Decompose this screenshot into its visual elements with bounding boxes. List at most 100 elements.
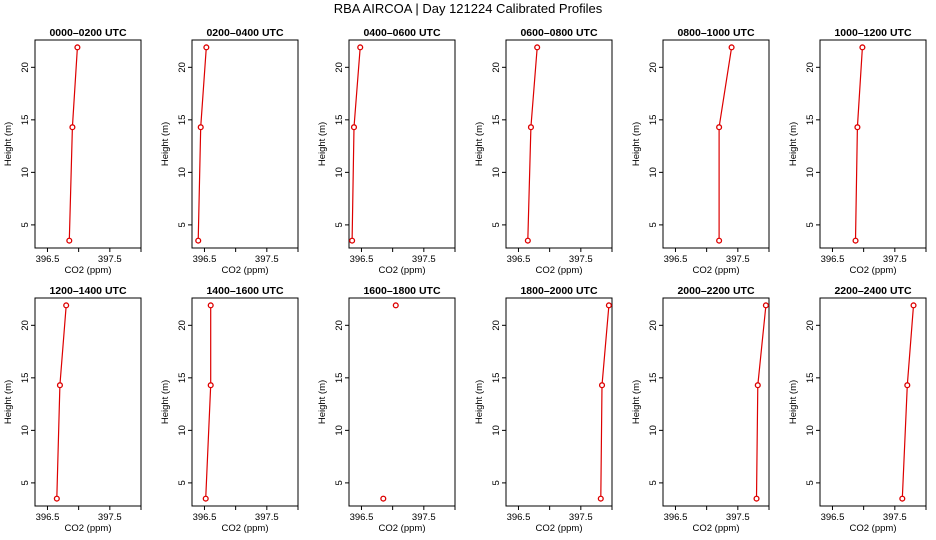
x-axis-label: CO2 (ppm) <box>536 523 583 534</box>
x-axis-label: CO2 (ppm) <box>379 523 426 534</box>
y-tick-label: 15 <box>805 373 816 384</box>
x-tick-label: 397.5 <box>569 512 593 523</box>
x-axis-label: CO2 (ppm) <box>693 523 740 534</box>
data-point <box>349 237 356 244</box>
y-tick-label: 20 <box>805 320 816 331</box>
panel-2: 0400–0600 UTC 396.5 397.5 5 10 15 20 CO2 (ppm) H… <box>317 27 456 276</box>
panel-title: 1400–1600 UTC <box>206 285 283 297</box>
y-tick-label: 10 <box>648 167 659 178</box>
profile-line <box>205 305 212 499</box>
y-tick-label: 10 <box>177 167 188 178</box>
y-tick-label: 10 <box>334 167 345 178</box>
y-tick-label: 10 <box>334 425 345 436</box>
x-tick-label: 396.5 <box>36 254 60 265</box>
plot-frame <box>34 297 142 507</box>
y-tick-label: 10 <box>805 167 816 178</box>
x-tick-label: 397.5 <box>412 512 436 523</box>
y-tick-label: 15 <box>20 115 31 126</box>
y-tick-label: 15 <box>177 115 188 126</box>
y-tick-label: 5 <box>334 222 345 227</box>
data-point <box>195 237 202 244</box>
panel-7: 1400–1600 UTC 396.5 397.5 5 10 15 20 CO2 (ppm) H… <box>160 285 299 534</box>
y-tick-label: 20 <box>334 320 345 331</box>
panel-title: 0800–1000 UTC <box>677 27 754 39</box>
panels-grid: 0000–0200 UTC 396.5 397.5 5 10 15 20 CO2 (ppm) H… <box>3 27 927 534</box>
data-point <box>534 44 541 51</box>
data-point <box>852 237 859 244</box>
x-axis-label: CO2 (ppm) <box>222 523 269 534</box>
plot-frame <box>662 39 770 249</box>
y-tick-label: 15 <box>491 115 502 126</box>
data-point <box>910 302 917 309</box>
x-tick-label: 396.5 <box>350 254 374 265</box>
y-axis-label: Height (m) <box>631 122 642 166</box>
y-tick-label: 15 <box>491 373 502 384</box>
data-point <box>728 44 735 51</box>
y-tick-label: 5 <box>805 480 816 485</box>
y-axis-label: Height (m) <box>3 122 14 166</box>
panel-title: 0600–0800 UTC <box>520 27 597 39</box>
y-tick-label: 15 <box>334 115 345 126</box>
profile-line <box>68 47 78 241</box>
x-tick-label: 396.5 <box>507 512 531 523</box>
y-tick-label: 15 <box>334 373 345 384</box>
y-tick-label: 15 <box>648 373 659 384</box>
data-point <box>69 124 76 131</box>
data-point <box>203 44 210 51</box>
data-point <box>904 382 911 389</box>
x-tick-label: 396.5 <box>507 254 531 265</box>
y-tick-label: 20 <box>648 62 659 73</box>
plot-frame <box>505 39 613 249</box>
panel-11: 2200–2400 UTC 396.5 397.5 5 10 15 20 CO2 (ppm) H… <box>788 285 927 534</box>
plot-frame <box>191 297 299 507</box>
panel-title: 1800–2000 UTC <box>520 285 597 297</box>
y-tick-label: 10 <box>20 167 31 178</box>
panel-3: 0600–0800 UTC 396.5 397.5 5 10 15 20 CO2 (ppm) H… <box>474 27 613 276</box>
profile-line <box>600 305 610 499</box>
x-tick-label: 397.5 <box>412 254 436 265</box>
data-point <box>207 302 214 309</box>
figure-title: RBA AIRCOA | Day 121224 Calibrated Profi… <box>334 1 603 16</box>
x-tick-label: 396.5 <box>350 512 374 523</box>
y-tick-label: 20 <box>177 320 188 331</box>
x-tick-label: 396.5 <box>821 254 845 265</box>
panel-title: 0200–0400 UTC <box>206 27 283 39</box>
plot-frame <box>348 39 456 249</box>
data-point <box>854 124 861 131</box>
data-point <box>53 495 60 502</box>
y-axis-label: Height (m) <box>160 122 171 166</box>
plot-frame <box>662 297 770 507</box>
x-tick-label: 397.5 <box>255 512 279 523</box>
y-tick-label: 5 <box>491 222 502 227</box>
y-axis-label: Height (m) <box>317 122 328 166</box>
profile-line <box>56 305 67 499</box>
data-point <box>207 382 214 389</box>
y-tick-label: 15 <box>648 115 659 126</box>
plot-frame <box>505 297 613 507</box>
y-tick-label: 10 <box>648 425 659 436</box>
x-tick-label: 397.5 <box>255 254 279 265</box>
x-axis-label: CO2 (ppm) <box>850 265 897 276</box>
profile-line <box>527 47 538 241</box>
plot-frame <box>191 39 299 249</box>
data-point <box>350 124 358 131</box>
profile-line <box>351 47 361 241</box>
panel-8: 1600–1800 UTC 396.5 397.5 5 10 15 20 CO2 (ppm) H… <box>317 285 456 534</box>
x-axis-label: CO2 (ppm) <box>850 523 897 534</box>
data-point <box>859 44 866 51</box>
panel-title: 0000–0200 UTC <box>49 27 126 39</box>
x-tick-label: 396.5 <box>664 254 688 265</box>
panel-10: 2000–2200 UTC 396.5 397.5 5 10 15 20 CO2 (ppm) H… <box>631 285 770 534</box>
y-tick-label: 5 <box>491 480 502 485</box>
panel-title: 2200–2400 UTC <box>834 285 911 297</box>
data-point <box>753 495 760 502</box>
x-axis-label: CO2 (ppm) <box>222 265 269 276</box>
y-tick-label: 20 <box>491 62 502 73</box>
panel-0: 0000–0200 UTC 396.5 397.5 5 10 15 20 CO2 (ppm) H… <box>3 27 142 276</box>
y-tick-label: 10 <box>20 425 31 436</box>
x-tick-label: 397.5 <box>726 512 750 523</box>
data-point <box>197 124 204 131</box>
x-axis-label: CO2 (ppm) <box>536 265 583 276</box>
panel-5: 1000–1200 UTC 396.5 397.5 5 10 15 20 CO2 (ppm) H… <box>788 27 927 276</box>
y-tick-label: 20 <box>20 320 31 331</box>
